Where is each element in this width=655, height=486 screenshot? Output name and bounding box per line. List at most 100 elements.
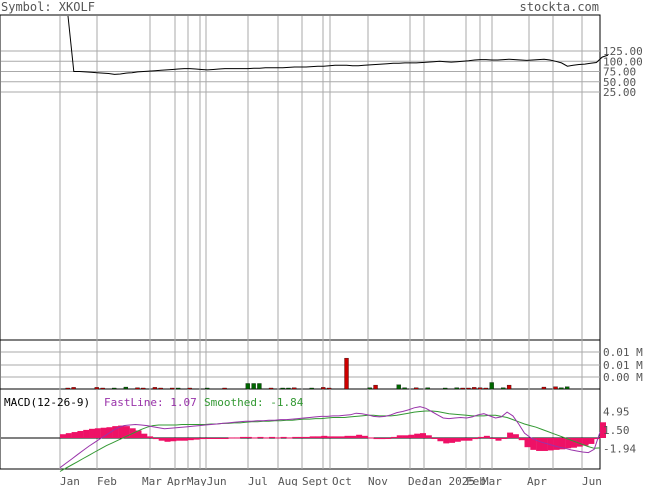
volume-bar [541, 386, 547, 390]
macd-histogram-bar [338, 436, 345, 438]
macd-histogram-bar [565, 438, 572, 449]
smoothed-label: Smoothed: -1.84 [204, 396, 304, 409]
macd-histogram-bar [361, 435, 368, 438]
macd-histogram-bar [210, 438, 217, 439]
macd-tick-label: 4.95 [603, 405, 630, 418]
macd-histogram-bar [396, 435, 403, 438]
macd-title: MACD(12-26-9) [4, 396, 90, 409]
macd-histogram-bar [518, 438, 525, 441]
volume-bar [326, 387, 332, 390]
volume-bar [152, 387, 158, 390]
price-tick-label: 25.00 [603, 86, 636, 99]
volume-bar [112, 387, 117, 390]
volume-bar [71, 387, 76, 390]
volume-tick-label: 0.00 M [603, 371, 643, 384]
macd-histogram-bar [483, 435, 490, 438]
x-axis-label: Sept [302, 475, 329, 486]
macd-histogram-bar [205, 438, 212, 439]
macd-histogram-bar [570, 438, 577, 448]
macd-histogram-bar [141, 433, 148, 438]
volume-bar [506, 384, 512, 390]
volume-bar [373, 384, 378, 390]
macd-histogram-bar [216, 438, 223, 439]
macd-histogram-bar [170, 438, 177, 442]
macd-histogram-bar [344, 435, 351, 438]
macd-histogram-bar [274, 437, 281, 439]
fastline-label: FastLine: 1.07 [104, 396, 197, 409]
volume-bar [559, 387, 564, 390]
macd-histogram-bar [420, 433, 426, 438]
macd-histogram-bar [77, 430, 84, 438]
macd-histogram-bar [466, 438, 473, 441]
macd-histogram-bar [472, 438, 479, 440]
macd-histogram-bar [431, 438, 438, 439]
macd-tick-label: 1.50 [603, 424, 630, 437]
x-axis-label: Nov [368, 475, 388, 486]
volume-bar [367, 387, 372, 390]
macd-histogram-bar [576, 438, 583, 447]
macd-histogram-bar [245, 436, 252, 438]
macd-histogram-bar [356, 434, 363, 438]
x-axis-label: Jan [60, 475, 80, 486]
macd-histogram-bar [83, 429, 90, 438]
volume-bar [553, 386, 558, 390]
macd-histogram-bar [65, 433, 72, 438]
macd-histogram-bar [158, 438, 165, 441]
macd-histogram-bar [298, 436, 305, 438]
macd-histogram-bar [269, 436, 276, 438]
volume-bar [222, 387, 227, 390]
macd-histogram-bar [71, 432, 78, 438]
volume-bar [123, 386, 129, 390]
macd-histogram-bar [187, 438, 194, 441]
macd-histogram-bar [147, 436, 154, 438]
volume-bar [292, 387, 297, 390]
x-axis-label: AprMayJun [167, 475, 227, 486]
volume-bar [100, 387, 105, 390]
gridlines [1, 16, 600, 469]
volume-bar [477, 387, 483, 390]
macd-histogram-bar [240, 436, 246, 438]
x-axis-label: Feb [97, 475, 117, 486]
volume-bar [158, 387, 163, 390]
volume-bar [65, 387, 70, 390]
macd-histogram-bar [414, 433, 421, 438]
macd-histogram-bar [350, 435, 357, 438]
macd-histogram-bar [234, 437, 241, 439]
price-tick-label: 75.00 [603, 66, 636, 79]
price-line [67, 15, 609, 75]
macd-histogram-bar [251, 437, 258, 439]
macd-histogram-bar [594, 438, 601, 440]
volume-bar [402, 387, 407, 390]
x-axis-label: Feb [466, 475, 486, 486]
macd-histogram-bar [385, 438, 392, 439]
macd-histogram-bar [536, 438, 543, 451]
macd-histogram-bar [367, 437, 374, 439]
volume-bar [466, 387, 471, 390]
macd-histogram-bar [135, 430, 142, 438]
macd-histogram-bar [181, 438, 188, 441]
macd-histogram-bar [257, 436, 264, 438]
macd-histogram-bar [60, 434, 66, 438]
volume-bar [489, 382, 494, 390]
macd-histogram-bar [495, 438, 502, 441]
macd-histogram-bar [228, 437, 235, 439]
macd-histogram-bar [176, 438, 183, 441]
volume-bar [472, 387, 477, 390]
x-axis-labels: Jan Feb Mar AprMayJun Jul Aug Sept Oct Nov DecJan… [60, 475, 602, 486]
volume-bar [141, 387, 146, 390]
macd-histogram-bar [327, 436, 334, 438]
volume-tick-label: 0.01 M [603, 359, 643, 372]
macd-histogram-bar [309, 436, 316, 438]
volume-bar [460, 387, 465, 390]
volume-bar [396, 384, 401, 390]
macd-histogram-bar [280, 436, 287, 438]
price-panel [0, 14, 601, 341]
macd-histogram-bar [303, 436, 310, 438]
macd-histogram-bar [530, 438, 537, 450]
x-axis-label: Jun [582, 475, 602, 486]
price-layer [67, 15, 609, 75]
macd-histogram-bar [443, 438, 450, 444]
symbol-label: Symbol: XKOLF [1, 0, 95, 14]
macd-histogram-bar [263, 437, 270, 439]
